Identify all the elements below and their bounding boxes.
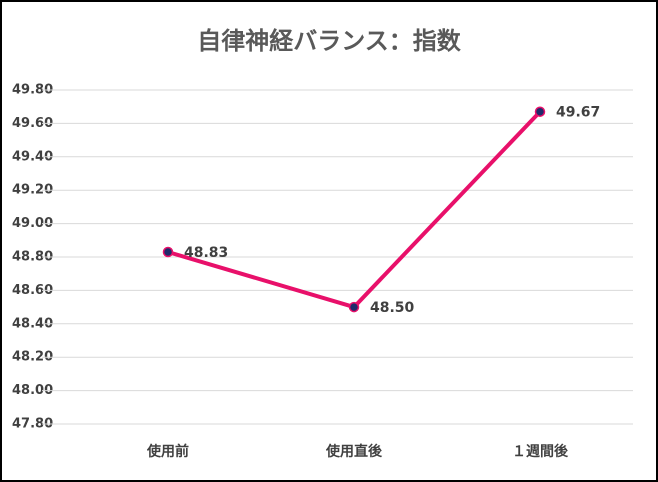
y-tick-label: 48.40	[12, 316, 53, 331]
marker	[534, 106, 546, 117]
y-tick-label: 48.20	[12, 350, 53, 365]
y-tick-label: 48.00	[12, 383, 53, 398]
marker	[162, 246, 174, 258]
x-tick-label: 使用前	[146, 443, 189, 460]
y-tick-label: 48.60	[12, 283, 53, 298]
data-label: 49.67	[556, 105, 600, 121]
y-tick-label: 49.40	[12, 149, 53, 164]
marker	[348, 301, 360, 313]
chart-title: 自律神経バランス：指数	[197, 27, 462, 55]
y-tick-label: 49.60	[12, 116, 53, 131]
y-tick-label: 47.80	[12, 417, 53, 432]
y-tick-label: 49.00	[12, 216, 53, 231]
x-tick-label: １週間後	[512, 443, 569, 460]
x-tick-label: 使用直後	[325, 443, 383, 460]
data-label: 48.83	[184, 245, 228, 261]
data-label: 48.50	[370, 300, 415, 316]
y-tick-label: 49.20	[12, 183, 53, 198]
y-tick-label: 49.80	[12, 83, 53, 98]
y-tick-label: 48.80	[12, 250, 53, 265]
